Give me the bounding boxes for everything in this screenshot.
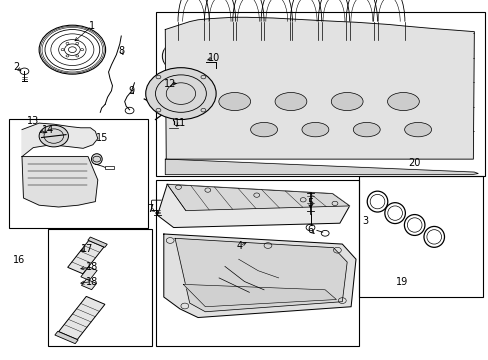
Text: 15: 15 [95, 132, 108, 143]
Circle shape [182, 81, 184, 83]
Polygon shape [22, 157, 98, 207]
Ellipse shape [302, 122, 328, 137]
Circle shape [145, 68, 216, 120]
Text: 5: 5 [307, 198, 313, 208]
Ellipse shape [91, 154, 102, 165]
Polygon shape [183, 284, 336, 307]
Polygon shape [157, 184, 349, 228]
Text: 1: 1 [89, 21, 95, 31]
Text: 20: 20 [407, 158, 420, 168]
Text: 9: 9 [128, 86, 134, 96]
Circle shape [39, 125, 68, 147]
Ellipse shape [219, 93, 250, 111]
Text: 16: 16 [12, 255, 25, 265]
Ellipse shape [250, 122, 277, 137]
Text: 4: 4 [236, 240, 242, 251]
Text: 2: 2 [13, 62, 19, 72]
Polygon shape [55, 331, 78, 344]
Polygon shape [165, 159, 477, 175]
Polygon shape [81, 267, 97, 280]
Text: 19: 19 [395, 276, 407, 287]
Text: 11: 11 [173, 118, 186, 128]
Polygon shape [165, 17, 473, 159]
Text: 3: 3 [362, 216, 368, 226]
Text: 18: 18 [85, 262, 98, 272]
Text: 18: 18 [85, 276, 98, 287]
Text: 13: 13 [27, 116, 40, 126]
Circle shape [162, 39, 209, 73]
Polygon shape [67, 240, 104, 274]
Text: 6: 6 [307, 225, 313, 235]
Ellipse shape [352, 122, 380, 137]
Polygon shape [59, 296, 105, 339]
Ellipse shape [404, 122, 430, 137]
Polygon shape [81, 279, 96, 290]
Ellipse shape [386, 93, 418, 111]
Text: 10: 10 [207, 53, 220, 63]
Text: 8: 8 [118, 46, 124, 56]
FancyBboxPatch shape [170, 54, 207, 71]
Text: 12: 12 [163, 78, 176, 89]
Text: 7: 7 [147, 204, 153, 214]
Polygon shape [167, 184, 349, 211]
Text: 14: 14 [41, 125, 54, 135]
Ellipse shape [331, 93, 362, 111]
Polygon shape [163, 234, 355, 318]
Polygon shape [88, 237, 107, 247]
Text: 17: 17 [81, 244, 93, 254]
Polygon shape [22, 123, 98, 157]
Polygon shape [175, 238, 346, 312]
Ellipse shape [274, 93, 306, 111]
